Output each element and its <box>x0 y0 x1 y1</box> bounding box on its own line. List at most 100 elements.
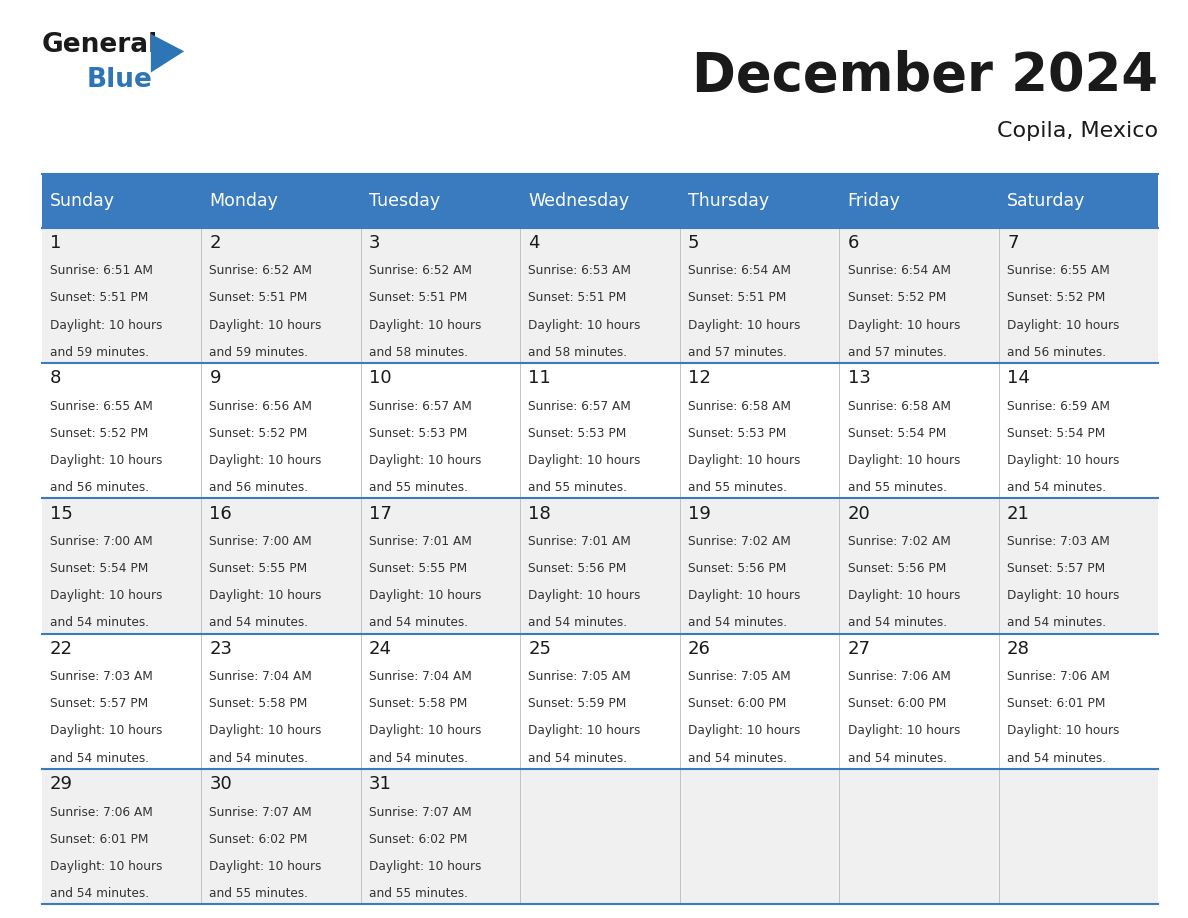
Text: 4: 4 <box>529 234 541 252</box>
Text: Sunrise: 7:04 AM: Sunrise: 7:04 AM <box>369 670 472 683</box>
Text: Sunrise: 7:02 AM: Sunrise: 7:02 AM <box>847 535 950 548</box>
Text: Daylight: 10 hours: Daylight: 10 hours <box>50 453 163 467</box>
Text: Sunset: 6:00 PM: Sunset: 6:00 PM <box>688 698 786 711</box>
Bar <box>839 498 999 633</box>
Bar <box>999 363 1158 498</box>
Bar <box>999 498 1158 633</box>
Text: Sunset: 6:01 PM: Sunset: 6:01 PM <box>50 833 148 845</box>
Text: and 55 minutes.: and 55 minutes. <box>847 481 947 494</box>
Text: Sunset: 5:51 PM: Sunset: 5:51 PM <box>209 291 308 305</box>
Text: Daylight: 10 hours: Daylight: 10 hours <box>50 860 163 873</box>
Text: 6: 6 <box>847 234 859 252</box>
Bar <box>520 363 680 498</box>
Text: 29: 29 <box>50 776 72 793</box>
Text: 7: 7 <box>1007 234 1018 252</box>
Text: Daylight: 10 hours: Daylight: 10 hours <box>369 589 481 602</box>
Text: Sunrise: 7:03 AM: Sunrise: 7:03 AM <box>1007 535 1110 548</box>
Text: 23: 23 <box>209 640 233 658</box>
Text: Sunset: 5:52 PM: Sunset: 5:52 PM <box>50 427 148 440</box>
Text: Sunrise: 7:05 AM: Sunrise: 7:05 AM <box>529 670 631 683</box>
Text: Sunrise: 6:57 AM: Sunrise: 6:57 AM <box>529 399 631 413</box>
Text: Sunset: 5:56 PM: Sunset: 5:56 PM <box>529 562 627 575</box>
Text: and 58 minutes.: and 58 minutes. <box>369 345 468 359</box>
Text: Sunrise: 7:01 AM: Sunrise: 7:01 AM <box>369 535 472 548</box>
Text: and 55 minutes.: and 55 minutes. <box>529 481 627 494</box>
Text: Sunset: 5:56 PM: Sunset: 5:56 PM <box>847 562 946 575</box>
Text: Daylight: 10 hours: Daylight: 10 hours <box>209 860 322 873</box>
Text: Daylight: 10 hours: Daylight: 10 hours <box>369 319 481 331</box>
Text: and 59 minutes.: and 59 minutes. <box>209 345 309 359</box>
Text: and 55 minutes.: and 55 minutes. <box>369 887 468 900</box>
Text: and 54 minutes.: and 54 minutes. <box>369 616 468 629</box>
Text: Daylight: 10 hours: Daylight: 10 hours <box>529 453 640 467</box>
Text: Sunrise: 7:07 AM: Sunrise: 7:07 AM <box>209 806 312 819</box>
Bar <box>520 498 680 633</box>
Text: Daylight: 10 hours: Daylight: 10 hours <box>369 860 481 873</box>
Text: Sunrise: 6:53 AM: Sunrise: 6:53 AM <box>529 264 631 277</box>
Text: 10: 10 <box>369 369 392 387</box>
Text: Sunset: 5:52 PM: Sunset: 5:52 PM <box>847 291 946 305</box>
Polygon shape <box>151 34 184 73</box>
Text: and 55 minutes.: and 55 minutes. <box>688 481 786 494</box>
Text: Sunrise: 7:03 AM: Sunrise: 7:03 AM <box>50 670 152 683</box>
Text: and 56 minutes.: and 56 minutes. <box>50 481 148 494</box>
Text: Daylight: 10 hours: Daylight: 10 hours <box>369 724 481 737</box>
Text: Sunrise: 7:01 AM: Sunrise: 7:01 AM <box>529 535 631 548</box>
Bar <box>680 633 839 769</box>
Text: Sunrise: 6:57 AM: Sunrise: 6:57 AM <box>369 399 472 413</box>
Bar <box>999 228 1158 363</box>
Text: and 54 minutes.: and 54 minutes. <box>847 752 947 765</box>
Bar <box>201 633 361 769</box>
Text: and 54 minutes.: and 54 minutes. <box>529 616 627 629</box>
Text: Sunrise: 6:58 AM: Sunrise: 6:58 AM <box>847 399 950 413</box>
Text: and 54 minutes.: and 54 minutes. <box>1007 616 1106 629</box>
Text: Sunset: 5:53 PM: Sunset: 5:53 PM <box>369 427 467 440</box>
Bar <box>680 228 839 363</box>
Bar <box>361 633 520 769</box>
Bar <box>839 633 999 769</box>
Text: Monday: Monday <box>209 192 278 210</box>
Text: Sunset: 5:57 PM: Sunset: 5:57 PM <box>50 698 148 711</box>
Text: Daylight: 10 hours: Daylight: 10 hours <box>1007 589 1119 602</box>
Text: Sunrise: 6:54 AM: Sunrise: 6:54 AM <box>688 264 791 277</box>
Bar <box>201 769 361 904</box>
Text: Daylight: 10 hours: Daylight: 10 hours <box>529 319 640 331</box>
Bar <box>361 174 520 228</box>
Text: Daylight: 10 hours: Daylight: 10 hours <box>50 724 163 737</box>
Bar <box>201 498 361 633</box>
Text: and 56 minutes.: and 56 minutes. <box>1007 345 1106 359</box>
Text: Daylight: 10 hours: Daylight: 10 hours <box>847 589 960 602</box>
Text: 11: 11 <box>529 369 551 387</box>
Text: Sunrise: 6:59 AM: Sunrise: 6:59 AM <box>1007 399 1110 413</box>
Text: 26: 26 <box>688 640 710 658</box>
Text: Daylight: 10 hours: Daylight: 10 hours <box>209 319 322 331</box>
Text: and 58 minutes.: and 58 minutes. <box>529 345 627 359</box>
Text: Sunset: 6:00 PM: Sunset: 6:00 PM <box>847 698 946 711</box>
Bar <box>361 228 520 363</box>
Text: 1: 1 <box>50 234 62 252</box>
Text: Friday: Friday <box>847 192 901 210</box>
Text: and 59 minutes.: and 59 minutes. <box>50 345 148 359</box>
Text: Daylight: 10 hours: Daylight: 10 hours <box>847 319 960 331</box>
Text: Copila, Mexico: Copila, Mexico <box>997 121 1158 141</box>
Text: Blue: Blue <box>87 67 152 93</box>
Text: Sunrise: 6:52 AM: Sunrise: 6:52 AM <box>209 264 312 277</box>
Text: 5: 5 <box>688 234 700 252</box>
Text: Daylight: 10 hours: Daylight: 10 hours <box>209 589 322 602</box>
Text: 28: 28 <box>1007 640 1030 658</box>
Text: 16: 16 <box>209 505 232 522</box>
Text: Sunset: 5:51 PM: Sunset: 5:51 PM <box>688 291 786 305</box>
Text: Sunset: 5:57 PM: Sunset: 5:57 PM <box>1007 562 1105 575</box>
Bar <box>42 633 201 769</box>
Bar <box>680 174 839 228</box>
Bar <box>201 363 361 498</box>
Text: 18: 18 <box>529 505 551 522</box>
Bar <box>42 174 201 228</box>
Text: 2: 2 <box>209 234 221 252</box>
Text: Sunset: 5:58 PM: Sunset: 5:58 PM <box>369 698 467 711</box>
Text: Sunrise: 7:06 AM: Sunrise: 7:06 AM <box>1007 670 1110 683</box>
Text: and 54 minutes.: and 54 minutes. <box>1007 752 1106 765</box>
Text: 14: 14 <box>1007 369 1030 387</box>
Text: Daylight: 10 hours: Daylight: 10 hours <box>1007 724 1119 737</box>
Text: and 55 minutes.: and 55 minutes. <box>369 481 468 494</box>
